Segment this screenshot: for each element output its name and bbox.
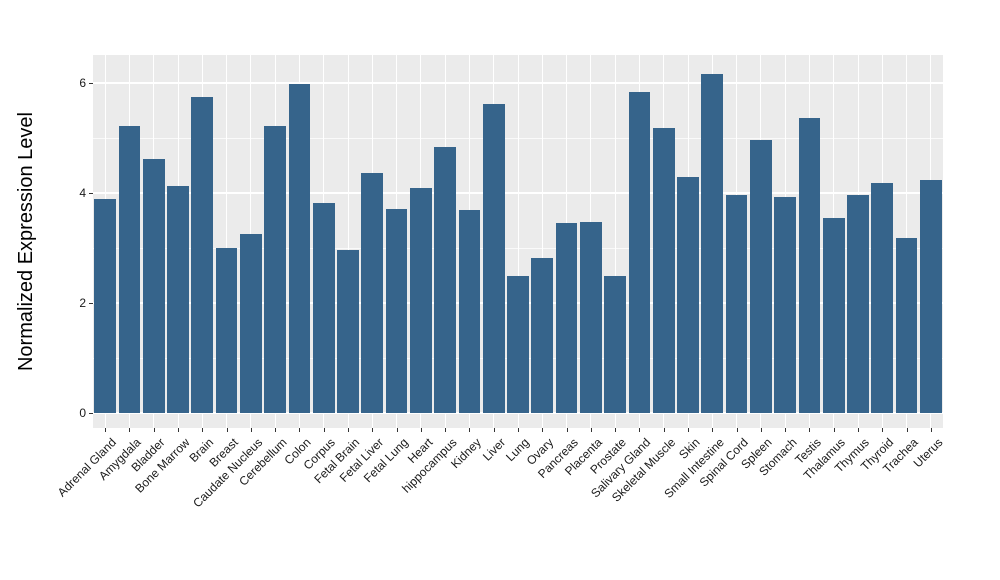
gridline-vertical-major xyxy=(541,55,543,428)
gridline-horizontal-minor xyxy=(93,248,943,249)
x-axis-tick xyxy=(882,428,884,432)
y-axis-title-wrap: Normalized Expression Level xyxy=(6,55,46,428)
bar-placenta xyxy=(579,222,602,413)
x-axis-tick xyxy=(493,428,495,432)
bar-thymus xyxy=(847,194,869,413)
x-axis-tick xyxy=(785,428,787,432)
x-axis-tick xyxy=(129,428,131,432)
x-axis-tick xyxy=(566,428,568,432)
bar-brain xyxy=(191,97,214,413)
x-axis-tick xyxy=(250,428,252,432)
x-axis-tick xyxy=(323,428,325,432)
bar-fetal-lung xyxy=(385,208,408,413)
x-axis-tick xyxy=(688,428,689,432)
x-axis-tick xyxy=(615,428,617,432)
bar-thyroid xyxy=(871,182,894,413)
bar-kidney xyxy=(458,209,481,413)
x-axis-tick xyxy=(542,428,544,432)
y-axis-tick xyxy=(89,413,93,414)
gridline-vertical-major xyxy=(226,55,228,428)
x-axis-tick xyxy=(299,428,301,432)
bar-spleen xyxy=(749,139,772,413)
y-tick-label: 0 xyxy=(79,406,86,420)
y-axis-tick xyxy=(89,83,93,84)
bar-pancreas xyxy=(555,222,578,413)
y-tick-label: 4 xyxy=(79,186,86,200)
x-axis-tick xyxy=(833,428,835,432)
gridline-horizontal-major xyxy=(93,82,943,84)
gridline-horizontal-major xyxy=(93,412,943,414)
x-axis-tick xyxy=(809,428,811,432)
y-axis-title: Normalized Expression Level xyxy=(14,111,37,372)
x-axis-tick xyxy=(348,428,349,432)
bar-salivary-gland xyxy=(628,92,651,413)
gridline-vertical-major xyxy=(347,55,349,428)
bar-skin xyxy=(677,176,699,413)
bar-colon xyxy=(288,83,311,413)
x-tick-label: Liver xyxy=(479,435,508,464)
x-axis-tick xyxy=(518,428,519,432)
bar-lung xyxy=(507,275,529,413)
bar-adrenal-gland xyxy=(94,199,117,413)
bar-ovary xyxy=(531,258,554,413)
x-axis-tick xyxy=(178,428,179,432)
bar-corpus xyxy=(312,202,335,413)
x-axis-tick xyxy=(906,428,908,432)
bar-thalamus xyxy=(822,217,845,413)
x-axis-tick xyxy=(930,428,932,432)
y-axis-tick xyxy=(89,193,93,194)
gridline-vertical-major xyxy=(517,55,519,428)
x-axis-tick xyxy=(372,428,374,432)
x-axis-tick xyxy=(445,428,447,432)
x-axis-tick xyxy=(858,428,859,432)
y-tick-label: 2 xyxy=(79,296,86,310)
bar-liver xyxy=(482,103,505,413)
bar-stomach xyxy=(774,197,797,413)
bar-heart xyxy=(409,188,432,413)
bar-testis xyxy=(798,118,821,413)
x-axis-tick xyxy=(663,428,665,432)
x-axis-tick xyxy=(639,428,641,432)
gridline-horizontal-minor xyxy=(93,138,943,139)
bar-amygdala xyxy=(118,125,141,413)
bar-bone-marrow xyxy=(167,185,189,413)
x-axis-tick xyxy=(712,428,714,432)
x-axis-tick xyxy=(420,428,422,432)
x-axis-tick xyxy=(469,428,471,432)
bar-prostate xyxy=(604,275,627,413)
x-axis-tick xyxy=(202,428,204,432)
x-axis-tick xyxy=(105,428,107,432)
x-axis-tick xyxy=(736,428,738,432)
x-axis-tick xyxy=(275,428,277,432)
y-axis-tick xyxy=(89,303,93,304)
bar-skeletal-muscle xyxy=(652,128,675,413)
bar-fetal-brain xyxy=(337,249,359,413)
bar-fetal-liver xyxy=(361,173,384,413)
x-axis-tick xyxy=(226,428,228,432)
bar-caudate-nucleus xyxy=(239,234,262,413)
bar-breast xyxy=(215,248,238,413)
bar-uterus xyxy=(919,179,942,413)
gridline-horizontal-major xyxy=(93,192,943,194)
bar-bladder xyxy=(142,158,165,413)
bar-spinal-cord xyxy=(725,194,748,413)
bar-small-intestine xyxy=(701,74,724,413)
gridline-vertical-major xyxy=(614,55,616,428)
x-axis-tick xyxy=(153,428,155,432)
y-tick-label: 6 xyxy=(79,76,86,90)
plot-panel xyxy=(93,55,943,428)
bar-cerebellum xyxy=(264,125,287,413)
bar-trachea xyxy=(895,237,918,413)
x-axis-tick xyxy=(760,428,762,432)
bar-hippocampus xyxy=(434,146,457,413)
x-axis-tick xyxy=(396,428,398,432)
x-axis-tick xyxy=(590,428,592,432)
